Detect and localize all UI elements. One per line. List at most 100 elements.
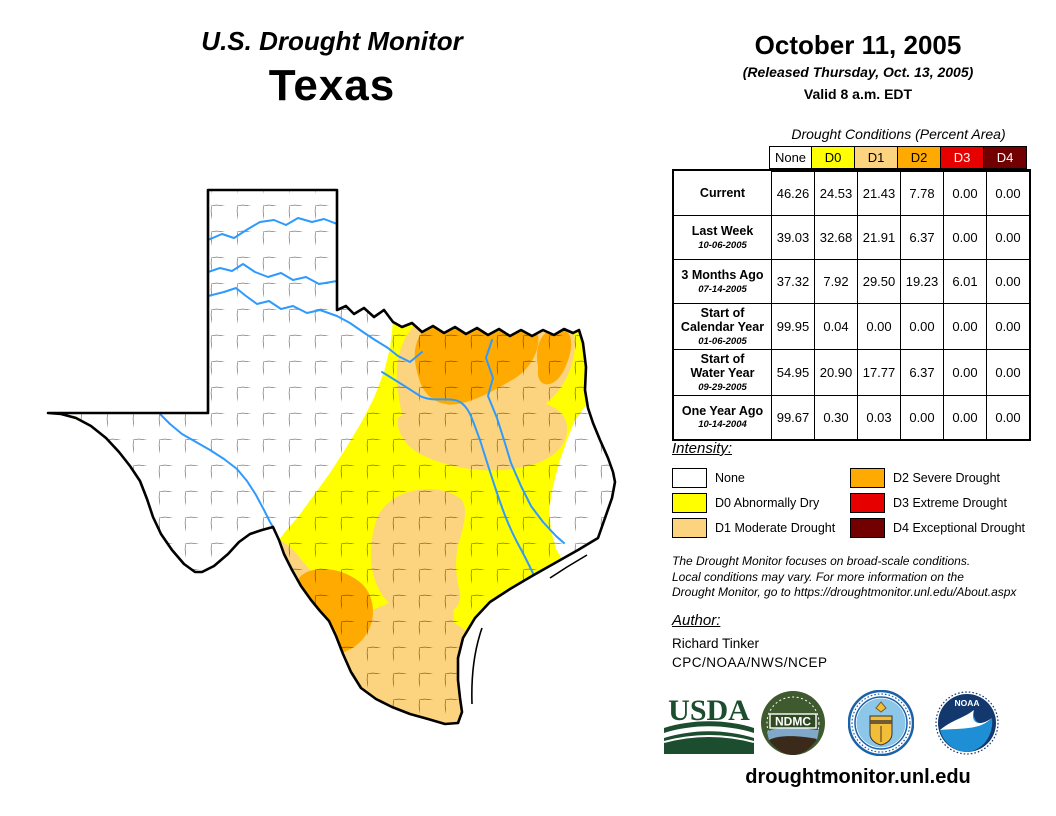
noaa-lower-blue [940,710,993,752]
logo-row: USDA NDMC NOAA [660,688,1056,760]
author-heading: Author: [672,612,721,629]
page-title: U.S. Drought Monitor [201,26,463,56]
usda-swoosh-line [664,735,754,743]
legend-swatch [850,492,885,513]
table-row-label: One Year Ago 10-14-2004 [674,394,771,439]
river-canadian [207,217,338,241]
table-cell: 99.95 [771,303,814,349]
table-cell: 0.00 [900,394,943,439]
lake-texoma [453,318,471,326]
table-col-d2: D2 [898,146,941,169]
table-col-d1: D1 [855,146,898,169]
state-outline [46,188,617,726]
table-row-label: Current [699,185,746,200]
legend-label: D4 Exceptional Drought [893,520,1026,535]
legend-label: D3 Extreme Drought [893,495,1007,510]
drought-table: None D0 D1 D2 D3 D4 Current 46.26 24.53 21.43 7.78… [672,146,1031,441]
legend-item: D4 Exceptional Drought [850,515,1056,540]
doc-inner-ring [854,696,908,750]
legend-title: Intensity: [672,440,733,457]
table-cell: 0.00 [986,394,1029,439]
table-row-label: Start of Water Year 09-29-2005 [674,348,771,395]
legend-swatch [850,517,885,538]
usda-swoosh-1 [664,721,754,733]
table-row-label: Start of Calendar Year 01-06-2005 [674,303,771,349]
table-cell: 0.00 [943,303,986,349]
table-cell: 99.67 [771,394,814,439]
table-cell: 6.37 [900,348,943,395]
table-cell: 24.53 [814,171,857,215]
noaa-gull [940,710,992,730]
valid-time: Valid 8 a.m. EDT [803,86,913,102]
disclaimer-text: The Drought Monitor focuses on broad-sca… [672,554,1017,600]
table-cell: 21.43 [857,171,900,215]
ndmc-mountains [769,736,817,755]
table-col-d4: D4 [984,146,1027,169]
noaa-ring-text [935,691,999,755]
doc-eagle [875,701,887,713]
table-col-none: None [769,146,812,169]
table-cell: 20.90 [814,348,857,395]
ndmc-logo: NDMC [761,691,825,755]
table-cell: 7.78 [900,171,943,215]
table-header-row: None D0 D1 D2 D3 D4 [769,146,1031,169]
table-caption: Drought Conditions (Percent Area) [791,126,1006,142]
table-cell: 21.91 [857,215,900,259]
barrier-island-padre [471,627,483,705]
release-date: (Released Thursday, Oct. 13, 2005) [742,64,974,80]
table-cell: 17.77 [857,348,900,395]
table-cell: 6.01 [943,259,986,303]
legend-label: D2 Severe Drought [893,470,1001,485]
author-name: Richard Tinker [672,636,760,651]
table-cell: 0.30 [814,394,857,439]
footer-url: droughtmonitor.unl.edu [745,766,971,788]
legend-swatch [850,467,885,488]
table-cell: 39.03 [771,215,814,259]
river-red-prairie-dog-fork [207,287,423,363]
county-lines [48,190,615,724]
table-cell: 0.00 [943,171,986,215]
table-cell: 0.00 [986,171,1029,215]
legend-item: D3 Extreme Drought [850,490,1056,515]
table-cell: 46.26 [771,171,814,215]
table-body: Current 46.26 24.53 21.43 7.78 0.00 0.00 Last W… [672,169,1031,441]
table-cell: 0.00 [857,303,900,349]
table-cell: 54.95 [771,348,814,395]
table-cell: 0.00 [943,348,986,395]
legend-grid: None D0 Abnormally Dry D1 Moderate Drought… [672,465,1056,540]
table-cell: 6.37 [900,215,943,259]
legend-swatch [672,517,707,538]
barrier-island-galveston [549,554,588,579]
table-row-label: Last Week 10-06-2005 [674,215,771,259]
legend-item: D1 Moderate Drought [672,515,850,540]
table-cell: 0.04 [814,303,857,349]
ndmc-band [769,713,817,729]
legend-label: D0 Abnormally Dry [715,495,820,510]
river-trinity [485,339,565,544]
legend-item: D2 Severe Drought [850,465,1056,490]
table-cell: 0.00 [900,303,943,349]
doc-shield-band [870,720,892,724]
table-cell: 0.00 [943,215,986,259]
legend-swatch [672,467,707,488]
river-pecos [159,413,274,528]
state-title: Texas [268,61,396,110]
table-cell: 37.32 [771,259,814,303]
table-cell: 32.68 [814,215,857,259]
table-col-d0: D0 [812,146,855,169]
map-date: October 11, 2005 [754,30,962,60]
table-cell: 0.00 [986,259,1029,303]
header-left: U.S. Drought Monitor Texas [92,26,572,111]
table-cell: 0.03 [857,394,900,439]
table-row-label: 3 Months Ago 07-14-2005 [674,259,771,303]
commerce-seal [848,690,914,756]
noaa-text: NOAA [954,698,979,708]
table-cell: 0.00 [986,348,1029,395]
noaa-logo: NOAA [935,691,999,755]
usda-logo: USDA [664,694,754,754]
table-cell: 0.00 [986,215,1029,259]
table-cell: 0.00 [986,303,1029,349]
river-brazos-colorado [381,371,536,579]
legend-label: D1 Moderate Drought [715,520,836,535]
legend-swatch [672,492,707,513]
